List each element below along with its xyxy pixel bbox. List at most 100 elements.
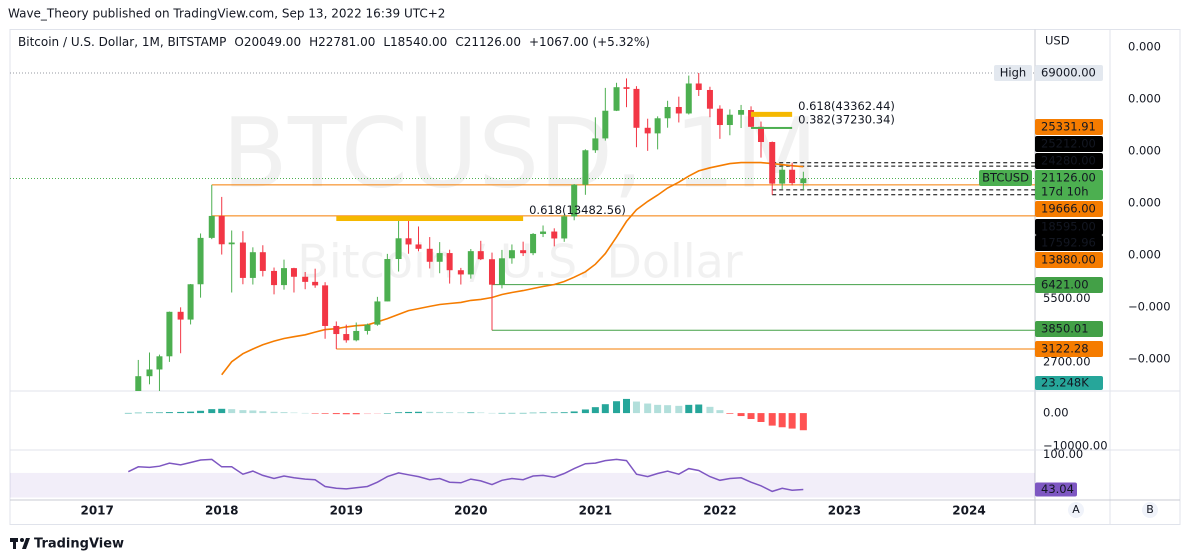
footer-brand: TradingView [34,537,124,552]
macd-bar [726,413,734,414]
candle-body [166,311,173,357]
fib-label: 0.618(43362.44) [798,99,895,113]
price-label-box [1035,119,1103,135]
macd-bar [239,410,247,414]
x-tick-label: 2021 [579,504,612,518]
macd-bar [249,410,257,414]
y-tick-label: 5500.00 [1043,291,1091,305]
price-label-box [1035,65,1103,81]
macd-bar [601,404,609,414]
candle-body [685,83,692,114]
rsi-line [127,458,804,493]
macd-bar [363,413,371,415]
macd-bar [613,401,621,414]
macd-bar [488,412,496,414]
macd-bar [529,412,537,414]
chart-frame [9,29,1181,525]
macd-bar [591,407,599,414]
candle-body [592,138,599,151]
macd-bar [519,412,527,414]
macd-bar [685,404,693,414]
candle-body [467,251,474,275]
candle-body [561,216,568,239]
candle-body [633,88,640,128]
macd-bar [768,413,776,426]
moving-average [221,161,804,376]
macd-bar [539,412,547,414]
scale-button[interactable] [1142,502,1158,518]
x-tick-label: 2018 [205,504,238,518]
candle-body [290,268,297,277]
price-label-box [1035,136,1103,152]
candle-body [508,250,515,259]
candle-body [197,237,204,285]
macd-bar [778,413,786,428]
macd-bar [632,401,640,414]
candle-body [664,106,671,119]
macd-bar [477,412,485,414]
price-label: 18595.00 [1041,220,1096,234]
candle-body [343,334,350,341]
macd-bar [788,413,796,429]
macd-bar [706,406,714,414]
scale-button-label[interactable]: B [1146,503,1154,516]
fib-label: 0.382(37230.34) [798,112,895,126]
price-label-box [1035,170,1103,200]
candle-body [582,150,589,185]
candle-body [602,110,609,139]
macd-bar [664,405,672,414]
legend-low: L18540.00 [383,35,447,49]
rsi-label-box [1035,482,1077,497]
price-label-box [1035,321,1103,337]
candle-body [675,106,682,114]
candle-body [333,325,340,335]
x-tick-label: 2020 [454,504,487,518]
macd-bar [145,412,153,414]
x-tick-label: 2019 [330,504,363,518]
fib-level [751,111,793,117]
price-label-box [1035,219,1103,235]
price-label-box [1035,341,1103,357]
macd-bar [426,411,434,414]
macd-bar [415,411,423,414]
candle-body [789,169,796,184]
y-tick-label: 0.00 [1043,406,1069,420]
candle-body [239,242,246,278]
candle-body [769,142,776,184]
scale-button-label[interactable]: A [1072,503,1080,516]
candle-body [488,259,495,285]
candle-body [695,83,702,90]
candle-body [125,424,131,444]
macd-bar [675,405,683,414]
macd-bar [290,412,298,414]
macd-bar [187,411,195,414]
price-tag-box [994,65,1032,81]
legend-high: H22781.00 [309,35,375,49]
legend-close: C21126.00 [455,35,521,49]
macd-bar [177,411,185,414]
volume-label: 23.248K [1041,376,1089,390]
fib-label: 0.618(13482.56) [529,203,626,217]
macd-bar [165,412,173,414]
candle-body [259,252,266,271]
macd-bar [228,409,236,414]
candle-body [249,252,256,278]
macd-bar [654,404,662,414]
macd-bar [446,412,454,414]
y-tick-label: 2700.00 [1043,354,1091,368]
price-label: 25212.00 [1041,137,1096,151]
macd-bar [352,413,360,415]
candle-body [280,268,287,286]
candle-body [779,169,786,184]
candle-body [353,330,360,341]
candle-body [384,259,391,302]
scale-button[interactable] [1068,502,1084,518]
price-label: 24280.00 [1041,154,1096,168]
secondary-tick-label: 0.000 [1128,40,1161,54]
candle-body [613,87,620,111]
logo-shape [22,538,30,549]
macd-bar [644,403,652,414]
candle-body [457,270,464,275]
candle-body [551,231,558,239]
